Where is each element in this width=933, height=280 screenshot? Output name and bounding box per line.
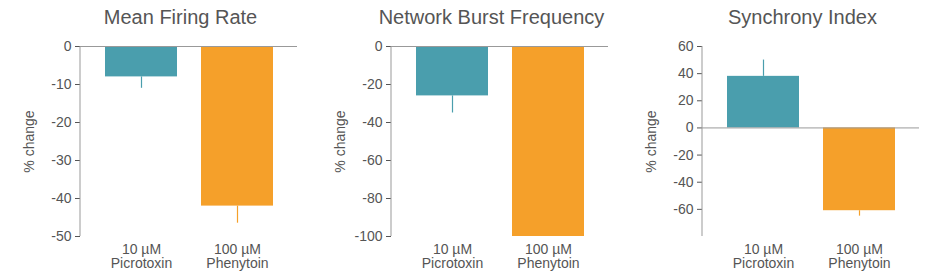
svg-text:0: 0: [375, 38, 383, 54]
svg-text:10 µMPicrotoxin: 10 µMPicrotoxin: [422, 241, 483, 271]
svg-text:-30: -30: [51, 152, 71, 168]
svg-text:-20: -20: [51, 114, 71, 130]
svg-text:-80: -80: [362, 190, 382, 206]
svg-text:40: 40: [678, 65, 694, 81]
svg-text:-40: -40: [673, 174, 693, 190]
svg-text:-100: -100: [354, 228, 382, 244]
svg-text:-60: -60: [362, 152, 382, 168]
svg-text:0: 0: [686, 119, 694, 135]
svg-text:100 µMPhenytoin: 100 µMPhenytoin: [517, 241, 579, 271]
svg-text:100 µMPhenytoin: 100 µMPhenytoin: [828, 241, 890, 271]
svg-text:0: 0: [64, 38, 72, 54]
svg-text:% change: % change: [643, 110, 659, 172]
svg-text:100 µMPhenytoin: 100 µMPhenytoin: [206, 241, 268, 271]
svg-text:20: 20: [678, 92, 694, 108]
svg-text:60: 60: [678, 38, 694, 54]
svg-text:10 µMPicrotoxin: 10 µMPicrotoxin: [733, 241, 794, 271]
svg-text:-40: -40: [51, 190, 71, 206]
svg-text:% change: % change: [332, 110, 348, 172]
html-text:Synchrony Index: Synchrony Index: [728, 6, 877, 28]
svg-text:-50: -50: [51, 228, 71, 244]
svg-text:-20: -20: [362, 76, 382, 92]
svg-text:-60: -60: [673, 201, 693, 217]
html-text:Network Burst Frequency: Network Burst Frequency: [378, 6, 605, 28]
html-text:Mean Firing Rate: Mean Firing Rate: [103, 6, 258, 28]
svg-text:10 µMPicrotoxin: 10 µMPicrotoxin: [111, 241, 172, 271]
svg-text:-40: -40: [362, 114, 382, 130]
svg-text:-20: -20: [673, 147, 693, 163]
svg-text:-10: -10: [51, 76, 71, 92]
svg-text:% change: % change: [21, 110, 37, 172]
